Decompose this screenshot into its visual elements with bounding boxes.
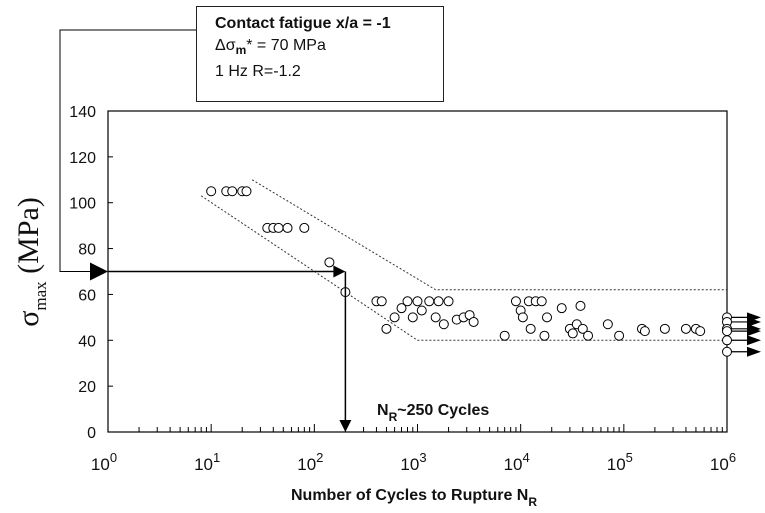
data-point <box>416 305 427 316</box>
runout-point <box>722 335 732 346</box>
x-tick-label: 106 <box>710 450 736 474</box>
y-axis-label-main: σ <box>12 311 45 327</box>
data-point <box>433 296 444 307</box>
data-point <box>424 296 435 307</box>
runout-arrow-head <box>747 335 761 346</box>
runout-arrow-head <box>747 316 761 327</box>
scatter-band <box>200 179 727 341</box>
y-axis-label: σmax (MPa) <box>12 197 50 327</box>
infobox-frequency: 1 Hz R=-1.2 <box>215 63 301 81</box>
data-points <box>206 186 706 341</box>
x-axis-label-main: Number of Cycles to Rupture N <box>291 487 528 504</box>
connector-line <box>59 29 196 272</box>
runout-point <box>722 346 732 357</box>
y-tick-label: 0 <box>87 425 96 442</box>
x-axis-label-sub: R <box>528 495 537 509</box>
data-point <box>206 186 217 197</box>
y-tick-label: 20 <box>78 379 96 396</box>
infobox-delta-sigma-value: * = 70 MPa <box>246 37 326 54</box>
data-point <box>412 296 423 307</box>
data-point <box>575 300 586 311</box>
data-point <box>525 323 536 334</box>
infobox-delta-sigma-sub: m <box>235 43 247 58</box>
data-point <box>430 312 441 323</box>
data-point <box>583 330 594 341</box>
runout-arrow-head <box>747 346 761 357</box>
runout-point <box>722 326 732 337</box>
data-point <box>468 316 479 327</box>
infobox-delta-sigma-symbol: Δσ <box>215 37 236 54</box>
y-axis-ticks: 0 20 40 60 80 100 120 140 <box>69 104 113 442</box>
test-conditions-box: Contact fatigue x/a = -1 Δσm* = 70 MPa 1… <box>196 6 444 102</box>
y-tick-label: 40 <box>78 333 96 350</box>
infobox-connector <box>59 29 196 281</box>
nr-annotation: NR~250 Cycles <box>377 402 489 424</box>
data-point <box>556 303 567 314</box>
data-point <box>659 323 670 334</box>
data-point <box>602 319 613 330</box>
data-point <box>381 323 392 334</box>
data-point <box>273 222 284 233</box>
data-point <box>510 296 521 307</box>
nr-annotation-sub: R <box>389 410 398 424</box>
nr-annotation-suffix: ~250 Cycles <box>397 402 489 419</box>
data-point <box>299 222 310 233</box>
data-point <box>567 328 578 339</box>
data-point <box>542 312 553 323</box>
data-point <box>680 323 691 334</box>
y-axis-label-tail: (MPa) <box>12 197 45 281</box>
x-tick-label: 100 <box>91 450 117 474</box>
data-point <box>407 312 418 323</box>
y-tick-label: 120 <box>69 150 96 167</box>
infobox-title: Contact fatigue x/a = -1 <box>215 15 391 32</box>
data-point <box>614 330 625 341</box>
data-point <box>499 330 510 341</box>
nr-horizontal-arrow <box>333 265 346 278</box>
x-tick-label: 104 <box>504 450 530 474</box>
y-tick-label: 60 <box>78 287 96 304</box>
data-point <box>577 323 588 334</box>
data-point <box>517 312 528 323</box>
x-tick-label: 102 <box>297 450 323 474</box>
data-point <box>402 296 413 307</box>
data-point <box>438 319 449 330</box>
data-point <box>376 296 387 307</box>
nr-marker <box>108 265 352 432</box>
nr-vertical-arrow <box>339 420 352 432</box>
band-upper <box>251 179 727 291</box>
x-tick-label: 105 <box>607 450 633 474</box>
y-axis-label-sub: max <box>31 281 50 311</box>
band-lower <box>200 195 727 341</box>
data-point <box>227 186 238 197</box>
data-point <box>282 222 293 233</box>
data-point <box>443 296 454 307</box>
infobox-delta-sigma: Δσm* = 70 MPa <box>215 35 443 61</box>
x-tick-label: 103 <box>400 450 426 474</box>
data-point <box>539 330 550 341</box>
data-point <box>639 326 650 337</box>
x-tick-label: 101 <box>194 450 220 474</box>
data-point <box>241 186 252 197</box>
y-tick-label: 80 <box>78 242 96 259</box>
y-tick-label: 140 <box>69 104 96 121</box>
marker-arrow-head <box>90 262 108 281</box>
runout-arrows <box>722 312 761 357</box>
data-point <box>396 303 407 314</box>
x-axis-ticks: 100 101 102 103 104 105 106 <box>91 424 736 474</box>
data-point <box>695 326 706 337</box>
x-axis-label: Number of Cycles to Rupture NR <box>291 487 537 509</box>
nr-annotation-prefix: N <box>377 402 389 419</box>
data-point <box>536 296 547 307</box>
runout-arrow-head <box>747 326 761 337</box>
data-point <box>389 312 400 323</box>
y-tick-label: 100 <box>69 196 96 213</box>
data-point <box>324 257 335 268</box>
